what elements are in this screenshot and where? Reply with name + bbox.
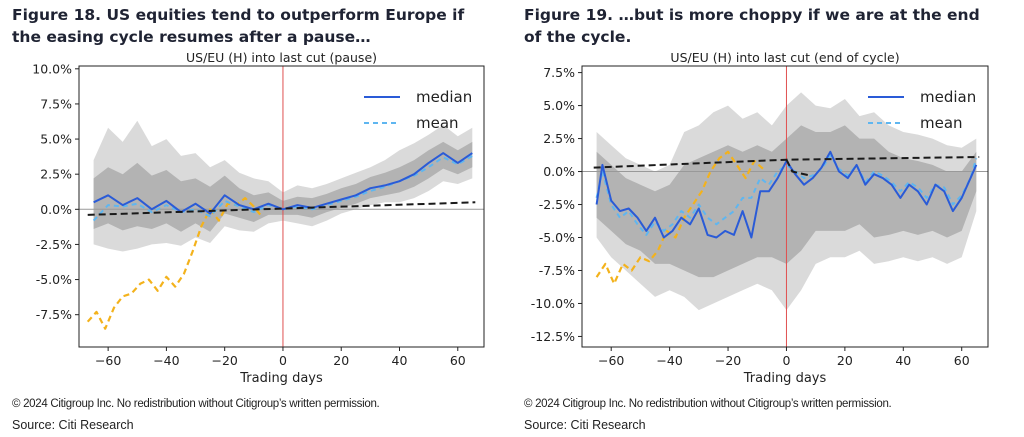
y-tick-label: -5.0% [539,230,575,245]
orange-dashed-line [595,150,764,285]
x-tick-label: −60 [95,353,121,368]
trend-line [87,201,476,216]
y-tick-label: -7.5% [539,263,575,278]
figure-title: Figure 18. US equities tend to outperfor… [12,6,465,46]
x-tick-label: 20 [333,353,349,368]
y-tick-label: 7.5% [40,96,72,111]
source-note: Source: Citi Research [12,418,134,432]
y-tick-label: -5.0% [36,272,72,287]
y-tick-label: -2.5% [539,197,575,212]
y-tick-label: 5.0% [40,132,72,147]
x-tick-label: 0 [279,353,287,368]
legend-mean-label: mean [920,114,963,132]
y-tick-label: -12.5% [531,329,575,344]
median-line [93,152,473,215]
figure-19-panel: Figure 19. …but is more choppy if we are… [512,0,1024,437]
y-tick-label: -2.5% [36,237,72,252]
copyright-note: © 2024 Citigroup Inc. No redistribution … [524,398,892,410]
y-tick-label: -10.0% [531,296,575,311]
chart-figure-18: -7.5% -5.0% -2.5% 0.0% 2.5% 5.0% 7.5% 10.0% −60 −… [32,52,485,386]
y-tick-label: 2.5% [543,131,575,146]
plot-frame [78,65,485,348]
plot-frame [581,65,989,348]
x-tick-label: −20 [715,353,741,368]
trend-line [785,159,811,177]
x-tick-label: 40 [895,353,911,368]
chart-title: US/EU (H) into last cut (pause) [186,52,377,65]
y-tick-label: 0.0% [543,164,575,179]
y-tick-label: 7.5% [543,65,575,80]
y-tick-label: -7.5% [36,307,72,322]
y-tick-label: 0.0% [40,202,72,217]
x-tick-label: 0 [782,353,790,368]
x-tick-label: −40 [656,353,682,368]
x-axis-label: Trading days [239,371,323,386]
x-tick-label: 60 [954,353,970,368]
y-tick-label: 5.0% [543,98,575,113]
y-tick-label: 2.5% [40,167,72,182]
plot-area [582,66,988,347]
figure-title: Figure 19. …but is more choppy if we are… [524,6,980,46]
x-tick-label: −40 [153,353,179,368]
y-tick-label: 10.0% [32,61,72,76]
x-tick-label: −20 [211,353,237,368]
x-tick-label: 20 [837,353,853,368]
x-tick-label: 40 [392,353,408,368]
figure-18-panel: Figure 18. US equities tend to outperfor… [12,6,485,432]
chart-figure-19: -12.5% -10.0% -7.5% -5.0% -2.5% 0.0% 2.5% 5.0% 7… [531,52,989,386]
x-tick-label: 60 [450,353,466,368]
copyright-note: © 2024 Citigroup Inc. No redistribution … [12,398,380,410]
legend-median-label: median [920,88,976,106]
source-note: Source: Citi Research [524,418,646,432]
legend-median-label: median [416,88,472,106]
orange-dashed-line [86,197,264,330]
plot-area [79,66,484,347]
legend-mean-label: mean [416,114,459,132]
chart-title: US/EU (H) into last cut (end of cycle) [670,52,899,65]
x-axis-label: Trading days [743,371,827,386]
x-tick-label: −60 [598,353,624,368]
